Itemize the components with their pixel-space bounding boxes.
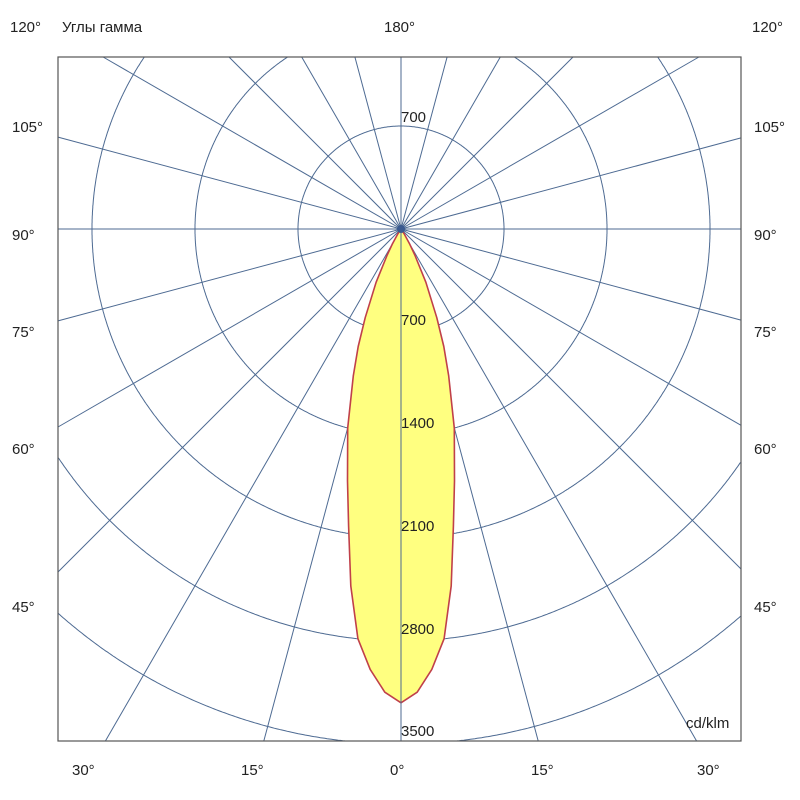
angle-label-right: 60° (754, 441, 777, 458)
ray-210 (301, 56, 402, 230)
center-point (397, 225, 405, 233)
angle-label-left: 60° (12, 441, 35, 458)
angle-label-bottom: 30° (697, 762, 720, 779)
ray-165 (400, 56, 448, 230)
ring-label-700: 700 (401, 312, 426, 329)
ray-120 (400, 56, 700, 230)
angle-label-right: 45° (754, 599, 777, 616)
ray-225 (228, 56, 402, 230)
ray-315 (57, 228, 402, 573)
unit-label: cd/klm (686, 715, 729, 732)
angle-label-right: 75° (754, 324, 777, 341)
ring-1400 (194, 56, 608, 436)
angle-label-top-center: 180° (384, 19, 415, 36)
intensity-curve (346, 225, 456, 741)
ray-150 (400, 56, 501, 230)
ring-3500 (57, 612, 741, 742)
ray-45 (400, 228, 742, 570)
chart-title: Углы гамма (62, 19, 143, 36)
ray-330 (104, 228, 402, 742)
ring-2800 (57, 457, 741, 642)
ring-label-2100: 2100 (401, 518, 434, 535)
ray-105 (400, 137, 742, 230)
ray-255 (57, 136, 402, 230)
angle-label-right: 105° (754, 119, 785, 136)
ring-label-top: 700 (401, 109, 426, 126)
polar-grid (57, 56, 742, 742)
ring-2100 (91, 57, 711, 539)
ray-285 (57, 228, 402, 322)
angle-label-bottom: 15° (241, 762, 264, 779)
ray-300 (57, 228, 402, 428)
angle-label-left: 105° (12, 119, 43, 136)
angle-label-bottom: 15° (531, 762, 554, 779)
angle-label-bottom: 0° (390, 762, 404, 779)
angle-label-left: 45° (12, 599, 35, 616)
ray-195 (354, 56, 402, 230)
ray-60 (400, 228, 742, 426)
angle-label-left: 90° (12, 227, 35, 244)
ray-135 (400, 56, 574, 230)
angle-label-bottom: 30° (72, 762, 95, 779)
angle-label-right: 90° (754, 227, 777, 244)
ray-75 (400, 228, 742, 321)
angle-label-left: 75° (12, 324, 35, 341)
ray-30 (400, 228, 698, 742)
ring-label-3500: 3500 (401, 723, 434, 740)
ring-label-2800: 2800 (401, 621, 434, 638)
angle-label-top-left: 120° (10, 19, 41, 36)
plot-frame (57, 56, 742, 742)
angle-label-top-right: 120° (752, 19, 783, 36)
ring-label-1400: 1400 (401, 415, 434, 432)
ray-240 (102, 56, 402, 230)
